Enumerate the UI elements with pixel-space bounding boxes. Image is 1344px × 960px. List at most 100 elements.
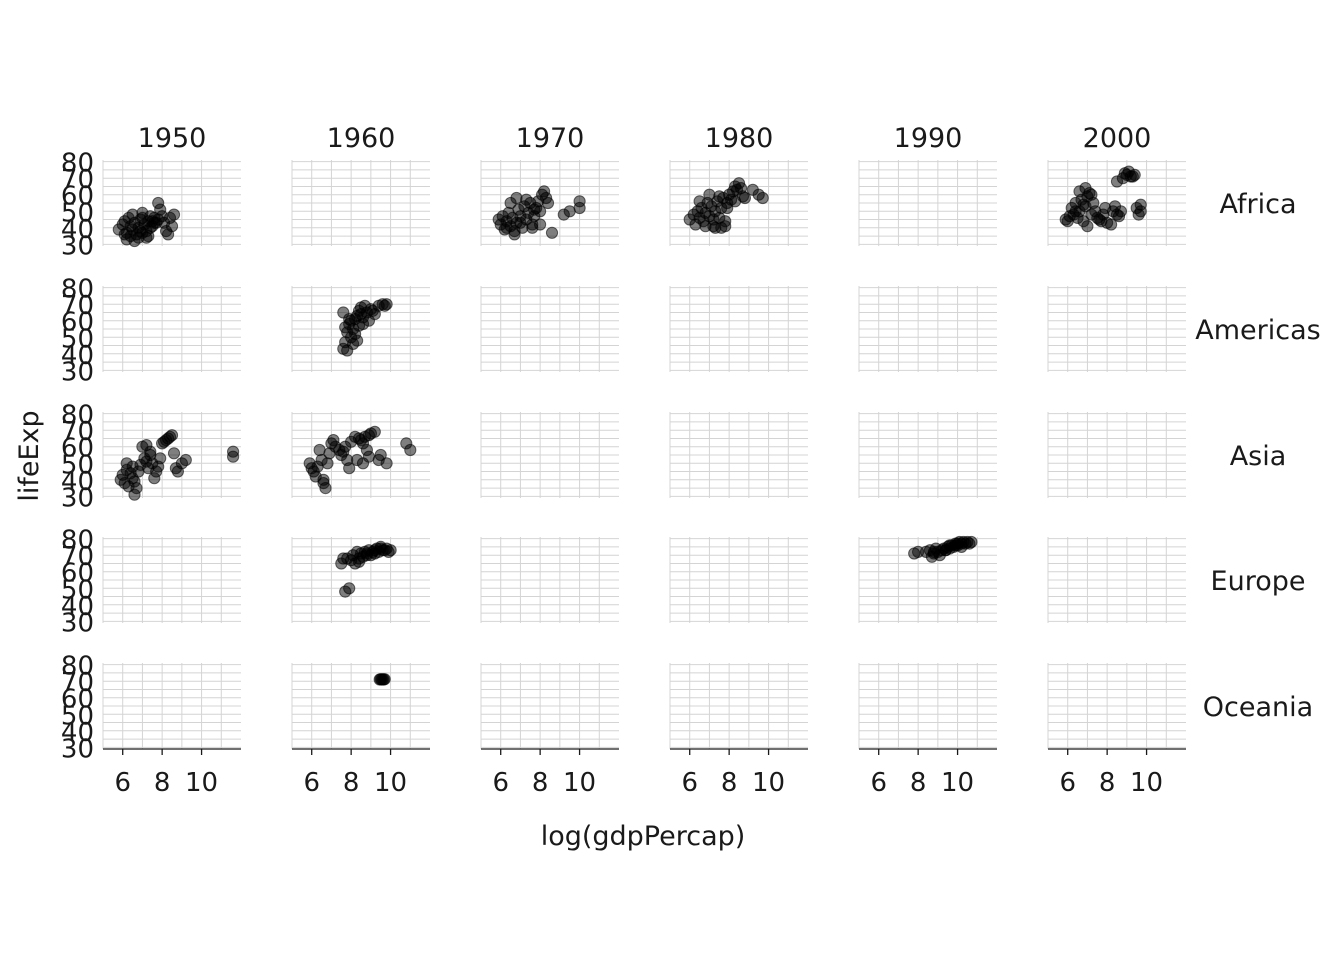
data-point xyxy=(965,535,978,549)
x-tick-label: 8 xyxy=(532,768,549,798)
y-tick-label: 50 xyxy=(61,701,94,731)
panels-layer xyxy=(102,160,1186,749)
row-strip-label: Oceania xyxy=(1203,692,1313,723)
data-point xyxy=(356,317,370,331)
y-tick-label: 60 xyxy=(61,182,94,212)
panel-americas-1950 xyxy=(102,286,241,372)
y-tick-label: 80 xyxy=(61,652,94,682)
y-tick-label: 30 xyxy=(61,483,94,513)
points-europe-1960 xyxy=(335,540,397,598)
panel-oceania-1990 xyxy=(858,663,997,749)
x-tick-label: 10 xyxy=(1130,768,1163,798)
y-tick-label: 60 xyxy=(61,308,94,338)
data-point xyxy=(1081,220,1094,233)
data-point xyxy=(128,475,141,488)
panel-americas-1980 xyxy=(669,286,808,372)
panel-europe-1980 xyxy=(669,537,808,623)
x-tick-label: 6 xyxy=(870,768,887,798)
y-tick-label: 70 xyxy=(61,417,94,447)
y-tick-label: 40 xyxy=(61,467,94,497)
x-tick-label: 10 xyxy=(374,768,407,798)
points-asia-1960 xyxy=(303,425,417,495)
data-point xyxy=(380,457,393,470)
data-point xyxy=(514,216,527,229)
panel-asia-1980 xyxy=(669,412,808,498)
data-point xyxy=(528,203,541,216)
column-strip-label: 1970 xyxy=(516,123,585,154)
column-strip-label: 1990 xyxy=(894,123,963,154)
data-point xyxy=(721,201,734,215)
row-strip-label: Africa xyxy=(1219,189,1296,220)
y-tick-label: 60 xyxy=(61,685,94,715)
data-point xyxy=(1134,205,1147,218)
data-point xyxy=(1069,205,1082,218)
x-tick-label: 10 xyxy=(563,768,596,798)
data-point xyxy=(520,193,533,206)
data-point xyxy=(374,448,387,462)
points-africa-1970 xyxy=(492,185,586,241)
data-point xyxy=(713,190,726,203)
data-point xyxy=(510,191,523,205)
data-point xyxy=(154,452,167,465)
data-point xyxy=(927,545,941,559)
y-tick-label: 60 xyxy=(61,559,94,589)
y-tick-label: 50 xyxy=(61,450,94,480)
data-point xyxy=(144,445,157,458)
panel-europe-2000 xyxy=(1047,537,1186,623)
x-axis-title: log(gdpPercap) xyxy=(541,821,746,852)
data-point xyxy=(165,429,179,442)
row-strip-label: Asia xyxy=(1230,441,1287,472)
data-point xyxy=(508,228,521,241)
x-tick-label: 6 xyxy=(303,768,320,798)
y-tick-label: 40 xyxy=(61,592,94,622)
points-oceania-1960 xyxy=(373,673,391,686)
y-tick-label: 70 xyxy=(61,668,94,698)
panel-oceania-1970 xyxy=(480,663,619,749)
data-point xyxy=(126,460,139,473)
data-point xyxy=(541,196,555,210)
data-point xyxy=(693,195,706,208)
data-point xyxy=(317,473,330,486)
x-tick-label: 6 xyxy=(1059,768,1076,798)
data-point xyxy=(368,425,381,438)
data-point xyxy=(756,191,769,205)
data-point xyxy=(118,228,131,241)
data-point xyxy=(352,555,366,568)
y-tick-label: 30 xyxy=(61,357,94,387)
data-point xyxy=(545,226,559,239)
panel-europe-1960 xyxy=(291,537,430,623)
panel-europe-1970 xyxy=(480,537,619,623)
y-tick-label: 70 xyxy=(61,165,94,195)
points-americas-1960 xyxy=(337,298,393,357)
data-point xyxy=(719,220,732,233)
y-tick-label: 60 xyxy=(61,434,94,464)
data-point xyxy=(321,457,334,470)
points-africa-1980 xyxy=(683,177,769,234)
column-strip-label: 1950 xyxy=(138,123,207,154)
data-point xyxy=(179,453,192,467)
y-tick-label: 40 xyxy=(61,718,94,748)
panel-asia-2000 xyxy=(1047,412,1186,498)
data-point xyxy=(573,201,586,215)
data-point xyxy=(354,308,368,321)
data-point xyxy=(1105,218,1118,231)
data-point xyxy=(380,298,393,311)
y-tick-label: 40 xyxy=(61,215,94,245)
data-point xyxy=(142,230,155,243)
data-point xyxy=(1110,175,1124,188)
y-tick-label: 70 xyxy=(61,542,94,572)
y-tick-label: 30 xyxy=(61,608,94,638)
data-point xyxy=(327,434,340,447)
data-point xyxy=(227,450,240,463)
x-tick-label: 6 xyxy=(681,768,698,798)
data-point xyxy=(949,537,962,550)
points-europe-1990 xyxy=(908,535,978,563)
panel-americas-1970 xyxy=(480,286,619,372)
data-point xyxy=(343,582,356,595)
panel-africa-1990 xyxy=(858,160,997,246)
panel-africa-1960 xyxy=(291,160,430,246)
points-africa-2000 xyxy=(1059,165,1147,233)
labels-layer: 1950 1960 1970 1980 1990 2000 Africa Americas As… xyxy=(61,123,1321,798)
y-tick-label: 80 xyxy=(61,275,94,305)
